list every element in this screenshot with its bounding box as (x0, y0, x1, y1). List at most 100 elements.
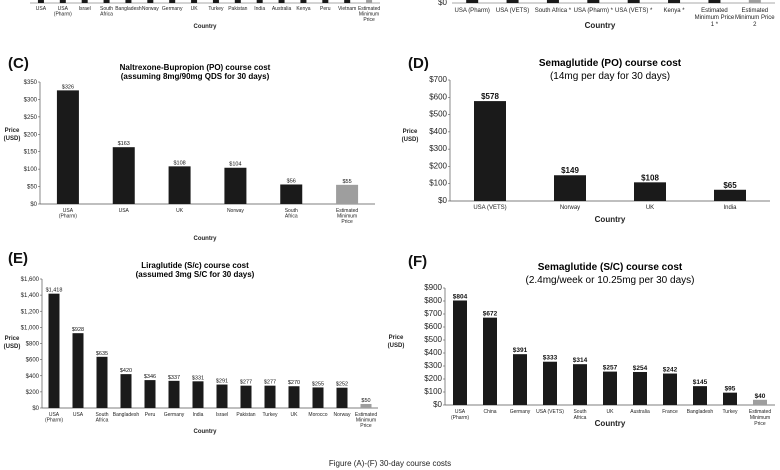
y-axis-label: Price (USD) (402, 129, 419, 143)
top-right-category: USA (Pharm) (455, 8, 490, 14)
data-label: $578 (481, 92, 499, 101)
top-right-bar (627, 0, 640, 3)
category-label: China (483, 409, 496, 415)
top-left-bar (191, 0, 198, 3)
panel-c: (C) Naltrexone-Bupropion (PO) course cost… (4, 55, 375, 242)
top-left-xlabel: Country (194, 24, 218, 30)
data-label: $65 (723, 181, 737, 190)
y-tick-label: $100 (424, 387, 442, 396)
top-left-category: Kenya (296, 6, 310, 12)
bar (723, 392, 737, 405)
data-label: $108 (641, 173, 659, 182)
category-label: UK (646, 205, 654, 211)
panel-letter: (F) (408, 253, 427, 270)
top-right-bar (668, 0, 681, 3)
bar (336, 184, 359, 204)
y-tick-label: $0 (32, 406, 39, 412)
top-left-bar (169, 0, 176, 3)
top-left-bar (300, 0, 307, 3)
category-label: UK (176, 208, 184, 214)
top-left-category: South Africa (100, 6, 113, 18)
category-label: Peru (145, 412, 156, 418)
y-tick-label: $0 (30, 202, 37, 208)
y-tick-label: $700 (424, 309, 442, 318)
chart-title: Naltrexone-Bupropion (PO) course cost (120, 63, 271, 72)
bar (360, 403, 372, 408)
data-label: $270 (288, 380, 300, 386)
y-tick-label: $400 (26, 374, 40, 380)
top-right-category: USA (Pharm) * (574, 8, 614, 14)
y-axis-label: Price (USD) (4, 128, 21, 142)
data-label: $104 (229, 162, 241, 168)
category-label: USA (VETS) (536, 409, 564, 415)
top-left-bar (212, 0, 219, 3)
top-left-bar (344, 0, 351, 3)
y-tick-label: $150 (24, 150, 38, 156)
top-right-bar (506, 0, 519, 3)
top-left-category: Peru (320, 6, 331, 12)
chart-title: Liraglutide (S/c) course cost (141, 261, 249, 270)
data-label: $255 (312, 381, 324, 387)
y-tick-label: $500 (424, 335, 442, 344)
top-left-category: Pakistan (228, 6, 247, 12)
category-label: USA (Pharm) (45, 412, 63, 424)
y-tick-label: $200 (429, 161, 447, 170)
top-right-bar (466, 0, 479, 3)
y-tick-label: $800 (424, 296, 442, 305)
y-axis-label: Price (USD) (388, 335, 405, 349)
bar (543, 361, 557, 405)
top-right-category: Kenya * (664, 8, 686, 14)
category-label: Estimated Minimum Price (749, 409, 771, 427)
data-label: $50 (361, 398, 370, 404)
y-tick-label: $0 (438, 196, 447, 205)
data-label: $257 (603, 365, 618, 372)
category-label: South Africa (573, 409, 586, 421)
bar (453, 300, 467, 405)
data-label: $163 (118, 141, 130, 147)
data-label: $1,418 (46, 288, 63, 294)
bar (288, 386, 300, 408)
top-left-bar (59, 0, 66, 3)
category-label: Bangladesh (687, 409, 714, 415)
y-tick-label: $400 (429, 127, 447, 136)
y-tick-label: $500 (429, 110, 447, 119)
data-label: $277 (240, 380, 252, 386)
top-right-category: Estimated Minimum Price 2 (735, 8, 775, 28)
y-tick-label: $50 (27, 185, 38, 191)
top-right-category: USA (VETS) (496, 8, 529, 14)
bar (192, 381, 204, 408)
category-label: Australia (630, 409, 650, 415)
x-axis-label: Country (194, 429, 218, 435)
category-label: India (723, 205, 737, 211)
data-label: $291 (216, 379, 228, 385)
data-label: $242 (663, 367, 678, 374)
bar (216, 384, 228, 408)
y-tick-label: $100 (429, 179, 447, 188)
category-label: USA (VETS) (473, 205, 506, 211)
y-tick-label: $350 (24, 80, 38, 86)
data-label: $346 (144, 374, 156, 380)
top-right-category: USA (VETS) * (615, 8, 653, 14)
category-label: Norway (334, 412, 351, 418)
category-label: Germany (510, 409, 531, 415)
category-label: UK (607, 409, 615, 415)
data-label: $254 (633, 365, 648, 372)
panel-f: (F) Semaglutide (S/C) course cost (2.4mg/w… (388, 253, 775, 428)
chart-subtitle: (14mg per day for 30 days) (550, 71, 670, 82)
data-label: $55 (342, 179, 351, 185)
category-label: Turkey (722, 409, 738, 415)
data-label: $331 (192, 375, 204, 381)
data-label: $333 (543, 355, 558, 362)
bar (112, 147, 135, 204)
bar (144, 380, 156, 408)
data-label: $326 (62, 84, 74, 90)
panel-d: (D) Semaglutide (PO) course cost (14mg per… (402, 55, 770, 224)
top-right-bar (748, 0, 761, 3)
top-left-bar (147, 0, 154, 3)
bar (240, 385, 252, 408)
category-label: India (193, 412, 204, 418)
top-left-category: Germany (162, 6, 183, 12)
y-axis-label: Price (USD) (4, 336, 21, 350)
x-axis-label: Country (595, 419, 626, 428)
bar (168, 166, 191, 204)
